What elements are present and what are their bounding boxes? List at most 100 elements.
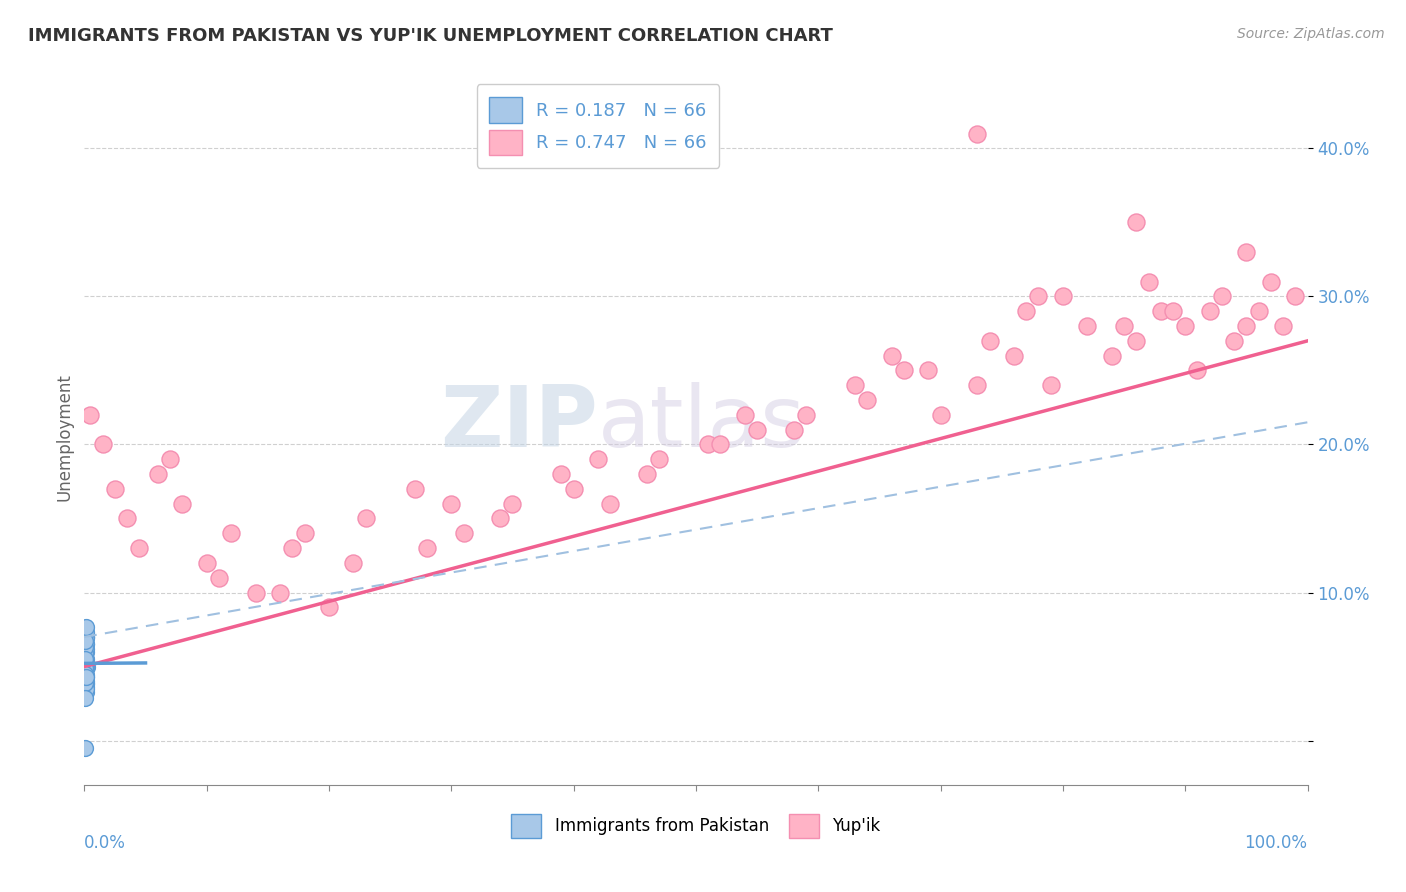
Yup'ik [1223,334,1246,348]
Immigrants from Pakistan [75,665,97,680]
Yup'ik [1236,245,1258,260]
Immigrants from Pakistan [73,657,96,671]
Immigrants from Pakistan [75,649,97,664]
Immigrants from Pakistan [73,741,96,756]
Yup'ik [1150,304,1173,318]
Yup'ik [1039,378,1062,392]
Immigrants from Pakistan [75,623,97,637]
Immigrants from Pakistan [75,670,97,684]
Immigrants from Pakistan [75,680,97,694]
Immigrants from Pakistan [75,677,97,691]
Immigrants from Pakistan [75,668,97,682]
Immigrants from Pakistan [75,667,97,681]
Yup'ik [404,482,426,496]
Immigrants from Pakistan [73,648,96,662]
Immigrants from Pakistan [73,686,96,700]
Yup'ik [648,452,671,467]
Yup'ik [453,526,475,541]
Immigrants from Pakistan [73,655,96,669]
Immigrants from Pakistan [75,641,97,656]
Immigrants from Pakistan [73,645,96,659]
Immigrants from Pakistan [73,639,96,653]
Yup'ik [893,363,915,377]
Yup'ik [1015,304,1038,318]
Yup'ik [91,437,114,451]
Immigrants from Pakistan [75,632,97,646]
Yup'ik [416,541,439,555]
Yup'ik [1260,275,1282,289]
Immigrants from Pakistan [73,663,96,677]
Yup'ik [979,334,1001,348]
Yup'ik [1101,349,1123,363]
Yup'ik [1125,334,1147,348]
Immigrants from Pakistan [75,637,97,651]
Yup'ik [599,497,621,511]
Text: IMMIGRANTS FROM PAKISTAN VS YUP'IK UNEMPLOYMENT CORRELATION CHART: IMMIGRANTS FROM PAKISTAN VS YUP'IK UNEMP… [28,27,832,45]
Yup'ik [880,349,903,363]
Yup'ik [115,511,138,525]
Yup'ik [1284,289,1306,303]
Yup'ik [1161,304,1184,318]
Yup'ik [489,511,512,525]
Yup'ik [562,482,585,496]
Immigrants from Pakistan [75,652,97,666]
Yup'ik [1125,215,1147,229]
Yup'ik [929,408,952,422]
Yup'ik [219,526,242,541]
Immigrants from Pakistan [73,634,96,648]
Yup'ik [294,526,316,541]
Immigrants from Pakistan [75,652,97,666]
Yup'ik [550,467,572,481]
Immigrants from Pakistan [75,668,97,682]
Immigrants from Pakistan [75,664,97,678]
Immigrants from Pakistan [75,675,97,690]
Immigrants from Pakistan [73,624,96,638]
Immigrants from Pakistan [75,652,97,666]
Immigrants from Pakistan [73,654,96,668]
Immigrants from Pakistan [73,667,96,681]
Yup'ik [1076,319,1098,334]
Yup'ik [342,556,364,570]
Text: atlas: atlas [598,382,806,465]
Immigrants from Pakistan [75,630,97,644]
Immigrants from Pakistan [75,661,97,675]
Yup'ik [354,511,377,525]
Immigrants from Pakistan [75,636,97,650]
Yup'ik [1272,319,1295,334]
Yup'ik [747,423,769,437]
Immigrants from Pakistan [75,659,97,673]
Yup'ik [1114,319,1136,334]
Yup'ik [1028,289,1050,303]
Immigrants from Pakistan [75,630,97,644]
Yup'ik [1137,275,1160,289]
Yup'ik [586,452,609,467]
Y-axis label: Unemployment: Unemployment [55,373,73,501]
Immigrants from Pakistan [75,679,97,693]
Immigrants from Pakistan [75,632,97,647]
Yup'ik [794,408,817,422]
Immigrants from Pakistan [75,630,97,644]
Yup'ik [245,585,267,599]
Immigrants from Pakistan [75,637,97,651]
Yup'ik [269,585,291,599]
Yup'ik [195,556,218,570]
Immigrants from Pakistan [73,657,96,671]
Yup'ik [917,363,939,377]
Immigrants from Pakistan [75,641,97,656]
Yup'ik [1052,289,1074,303]
Yup'ik [783,423,806,437]
Yup'ik [966,127,988,141]
Immigrants from Pakistan [75,650,97,665]
Yup'ik [1247,304,1270,318]
Yup'ik [281,541,304,555]
Immigrants from Pakistan [75,670,97,684]
Yup'ik [1187,363,1209,377]
Immigrants from Pakistan [73,681,96,696]
Immigrants from Pakistan [75,673,97,687]
Immigrants from Pakistan [75,663,97,677]
Yup'ik [709,437,731,451]
Immigrants from Pakistan [73,623,96,637]
Yup'ik [844,378,866,392]
Yup'ik [734,408,756,422]
Immigrants from Pakistan [73,686,96,700]
